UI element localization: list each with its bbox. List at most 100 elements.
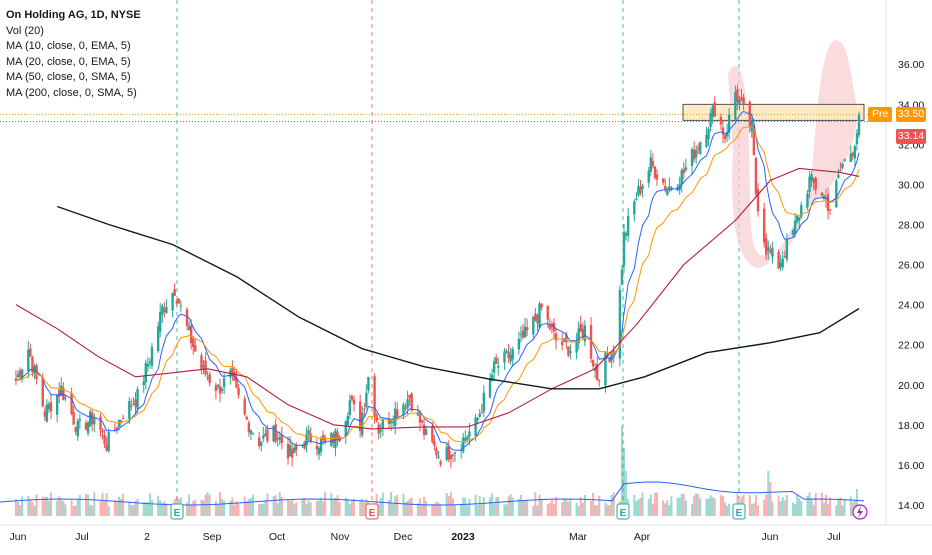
volume-bar	[707, 498, 710, 516]
volume-bar	[604, 502, 607, 516]
volume-bar	[334, 497, 337, 516]
volume-bar	[482, 497, 485, 516]
volume-bar	[855, 489, 858, 516]
candle-body	[358, 401, 362, 432]
x-tick-label: Oct	[269, 531, 285, 543]
candle-body	[146, 363, 150, 367]
volume-bar	[237, 503, 240, 516]
candle-body	[435, 448, 438, 456]
volume-bar	[17, 501, 19, 516]
candle-body	[422, 424, 426, 435]
candle-body	[820, 192, 824, 196]
candle-body	[194, 345, 197, 352]
candle-body	[661, 178, 665, 183]
volume-bar	[639, 497, 642, 516]
candle-body	[394, 408, 397, 426]
candle-body	[589, 325, 593, 359]
candle-body	[243, 398, 246, 415]
sma200-line	[56, 205, 860, 390]
candle-body	[396, 409, 399, 417]
volume-bar	[402, 493, 405, 516]
candle-body	[439, 461, 442, 465]
volume-bar	[666, 500, 669, 516]
volume-bar	[594, 505, 597, 516]
earnings-marker	[365, 503, 379, 520]
candle-body	[853, 146, 857, 159]
volume-bar	[507, 496, 510, 516]
volume-bar	[849, 496, 852, 516]
volume-bar	[206, 492, 209, 516]
volume-bar	[379, 497, 382, 516]
volume-bar	[14, 499, 17, 516]
candle-body	[14, 378, 18, 381]
candle-body	[684, 167, 688, 170]
x-tick-label: Sep	[203, 531, 222, 543]
volume-bar	[276, 503, 279, 516]
volume-bar	[251, 494, 254, 516]
candle-body	[418, 412, 422, 423]
candle-body	[408, 394, 411, 399]
candle-body	[742, 97, 745, 105]
volume-bar	[670, 496, 673, 516]
candle-body	[177, 298, 180, 304]
volume-bar	[49, 492, 52, 516]
volume-bar	[695, 493, 698, 516]
candle-body	[105, 444, 108, 451]
volume-bar	[785, 495, 788, 516]
candle-body	[379, 430, 382, 432]
candle-body	[220, 388, 224, 391]
x-tick-label: Apr	[634, 531, 651, 543]
volume-bar	[620, 426, 623, 516]
volume-bar	[274, 495, 277, 516]
candle-body	[449, 454, 453, 459]
candle-body	[808, 176, 811, 193]
candle-body	[579, 324, 582, 332]
candle-body	[231, 367, 234, 375]
candle-body	[288, 445, 292, 457]
volume-bar	[812, 504, 815, 516]
volume-bar	[243, 496, 246, 516]
volume-bar	[579, 497, 582, 516]
candle-body	[462, 437, 465, 452]
candle-body	[204, 360, 207, 375]
candle-body	[222, 377, 226, 387]
candle-body	[58, 389, 61, 397]
candle-body	[699, 142, 702, 154]
candle-body	[754, 157, 758, 195]
volume-bar	[577, 505, 580, 516]
candle-body	[410, 393, 413, 411]
volume-bar	[538, 494, 541, 516]
candle-body	[511, 349, 514, 360]
volume-bar	[676, 497, 679, 516]
volume-bar	[697, 493, 700, 516]
candle-body	[723, 134, 727, 140]
sma50-line	[15, 167, 860, 430]
candle-body	[482, 392, 486, 412]
volume-bar	[421, 504, 424, 516]
volume-bar	[437, 502, 440, 516]
volume-bar	[592, 493, 595, 516]
volume-bar	[711, 496, 714, 516]
volume-bar	[565, 498, 568, 516]
candle-body	[705, 135, 708, 147]
volume-bar	[85, 493, 88, 516]
volume-bar	[231, 497, 234, 516]
volume-bar	[99, 501, 102, 516]
candle-body	[567, 346, 570, 356]
volume-bar	[435, 501, 438, 516]
candle-body	[208, 374, 211, 384]
volume-bar	[425, 501, 428, 516]
y-tick-label: 24.00	[898, 300, 924, 312]
volume-bar	[336, 495, 339, 516]
volume-bar	[820, 492, 823, 516]
chart-legend: On Holding AG, 1D, NYSE Vol (20) MA (10,…	[6, 8, 141, 101]
earnings-marker-label: E	[736, 508, 743, 519]
volume-bar	[851, 502, 854, 516]
volume-bar	[709, 495, 712, 516]
candle-body	[447, 446, 451, 460]
volume-bar	[839, 497, 842, 516]
candle-body	[144, 363, 147, 383]
candle-body	[134, 399, 137, 407]
